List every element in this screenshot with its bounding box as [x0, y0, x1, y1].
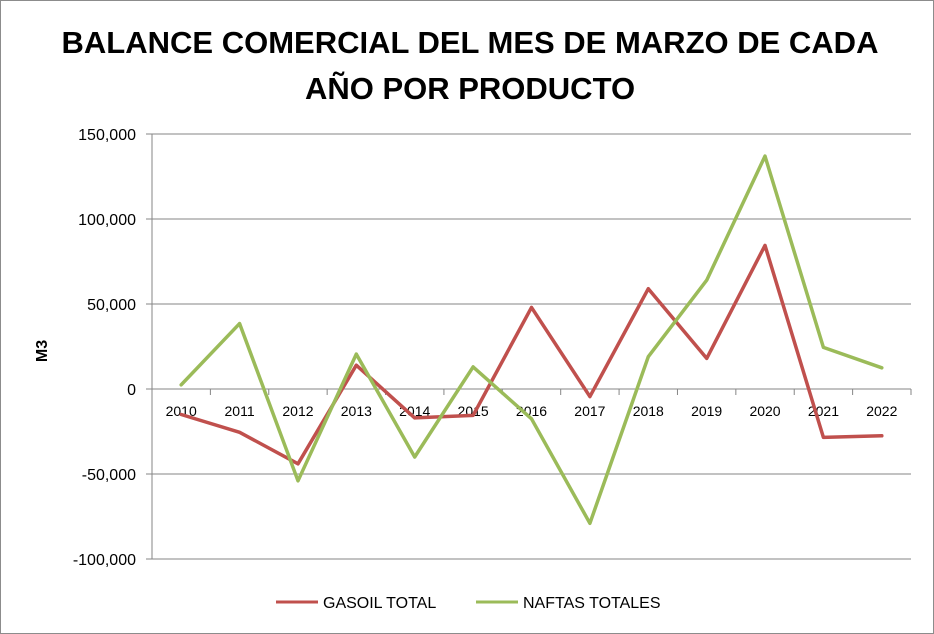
data-point: [179, 413, 183, 416]
data-point: [705, 278, 709, 282]
data-point: [530, 417, 533, 421]
y-axis-ticks: 150,000 100,000 50,000 0 -50,000 -100,000: [73, 127, 136, 569]
data-point: [880, 434, 884, 438]
data-point: [880, 366, 884, 370]
data-point: [705, 356, 709, 360]
legend: GASOIL TOTAL NAFTAS TOTALES: [276, 595, 661, 612]
y-tick-label: 100,000: [78, 212, 136, 229]
data-point: [413, 416, 417, 420]
data-point: [471, 413, 475, 417]
data-point: [296, 462, 300, 466]
x-tick-label: 2018: [633, 403, 664, 419]
data-point: [179, 383, 183, 387]
data-point: [763, 243, 767, 247]
chart-title: BALANCE COMERCIAL DEL MES DE MARZO DE CA…: [61, 25, 879, 106]
y-tick-label: 150,000: [78, 127, 136, 144]
x-tick-label: 2022: [866, 403, 897, 419]
series-lines: [179, 154, 884, 526]
data-point: [530, 305, 533, 309]
data-point: [238, 322, 242, 326]
x-tick-label: 2019: [691, 403, 722, 419]
x-tick-label: 2013: [341, 403, 372, 419]
x-tick-label: 2012: [282, 403, 313, 419]
data-point: [354, 363, 358, 367]
legend-label-gasoil: GASOIL TOTAL: [323, 595, 436, 612]
data-point: [821, 435, 825, 439]
data-point: [413, 455, 417, 459]
x-tick-label: 2010: [166, 403, 197, 419]
y-tick-label: 50,000: [87, 297, 136, 314]
x-tick-label: 2017: [574, 403, 605, 419]
series-line-naftas: [179, 154, 884, 526]
legend-label-naftas: NAFTAS TOTALES: [523, 595, 661, 612]
data-point: [646, 287, 650, 291]
data-point: [821, 345, 825, 349]
y-axis-label: M3: [34, 340, 51, 362]
y-tick-label: -100,000: [73, 552, 136, 569]
data-point: [588, 395, 592, 399]
data-point: [763, 154, 767, 158]
series-line-gasoil: [179, 243, 884, 466]
data-point: [588, 521, 592, 525]
x-tick-label: 2016: [516, 403, 547, 419]
data-point: [354, 352, 358, 356]
data-point: [471, 365, 475, 369]
y-tick-label: 0: [127, 382, 136, 399]
x-tick-label: 2020: [749, 403, 780, 419]
data-point: [238, 430, 242, 434]
x-tick-label: 2011: [225, 403, 255, 419]
y-tick-label: -50,000: [82, 467, 136, 484]
data-point: [296, 479, 300, 483]
data-point: [646, 355, 650, 359]
x-tick-label: 2014: [399, 403, 430, 419]
